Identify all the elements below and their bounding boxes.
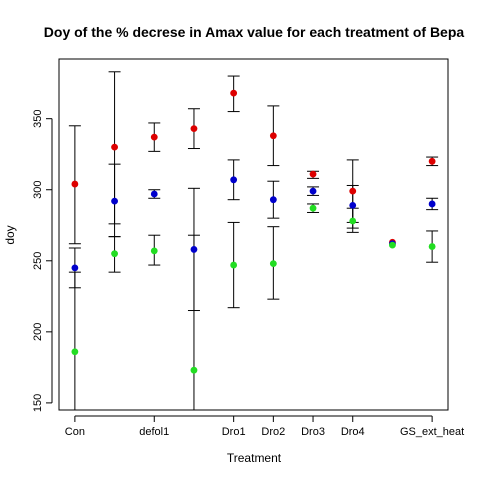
data-point bbox=[111, 197, 118, 205]
data-point bbox=[230, 176, 238, 184]
x-tick-label: Dro1 bbox=[222, 426, 246, 438]
data-point bbox=[349, 201, 357, 209]
y-tick-label: 300 bbox=[32, 181, 44, 199]
x-tick-label: Dro3 bbox=[301, 426, 325, 438]
data-point bbox=[428, 243, 436, 250]
y-tick-label: 350 bbox=[32, 110, 44, 128]
data-point bbox=[349, 217, 357, 225]
y-axis: 150 200 250 300 350 bbox=[32, 110, 53, 412]
data-point bbox=[428, 157, 436, 165]
data-point bbox=[428, 200, 436, 208]
y-tick-label: 250 bbox=[32, 252, 44, 270]
y-axis-label: doy bbox=[3, 225, 17, 244]
data-point bbox=[111, 250, 118, 258]
error-bar bbox=[187, 234, 200, 410]
data-points bbox=[71, 89, 436, 374]
data-point bbox=[150, 190, 158, 198]
data-point bbox=[389, 241, 396, 249]
x-tick-label: Dro4 bbox=[341, 426, 365, 438]
data-point bbox=[309, 187, 317, 195]
data-point bbox=[230, 261, 238, 269]
data-point bbox=[150, 133, 158, 141]
error-bar bbox=[68, 271, 81, 410]
data-point bbox=[190, 125, 198, 133]
y-tick-label: 150 bbox=[32, 394, 44, 412]
data-point bbox=[71, 180, 79, 188]
x-tick-label: Con bbox=[65, 426, 85, 438]
x-tick-label: Dro2 bbox=[261, 426, 285, 438]
data-point bbox=[190, 246, 198, 253]
data-point bbox=[309, 170, 317, 178]
y-tick-label: 200 bbox=[32, 323, 44, 341]
error-bars bbox=[68, 71, 439, 410]
plot-frame bbox=[58, 58, 449, 411]
x-tick-label: defol1 bbox=[139, 426, 169, 438]
data-point bbox=[269, 132, 277, 140]
data-point bbox=[269, 196, 277, 204]
x-tick-label: GS_ext_heat bbox=[400, 426, 464, 438]
data-point bbox=[230, 89, 238, 97]
chart-title: Doy of the % decrese in Amax value for e… bbox=[44, 24, 465, 40]
data-point bbox=[269, 260, 277, 268]
x-axis-label: Treatment bbox=[227, 451, 282, 465]
data-point bbox=[309, 204, 317, 212]
data-point bbox=[71, 348, 79, 356]
data-point bbox=[190, 366, 198, 374]
data-point bbox=[111, 143, 118, 151]
x-axis: Con defol1 Dro1 Dro2 Dro3 Dro4 GS_ext_heat bbox=[65, 415, 464, 438]
data-point bbox=[150, 247, 158, 255]
data-point bbox=[349, 187, 357, 195]
data-point bbox=[71, 264, 79, 272]
